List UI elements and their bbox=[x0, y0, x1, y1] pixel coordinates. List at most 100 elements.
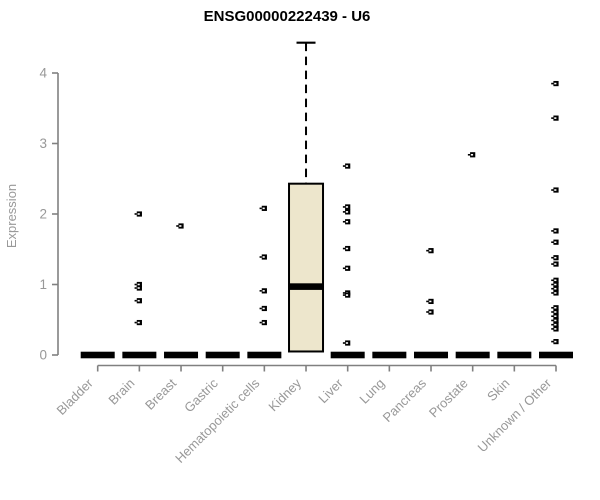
outlier-point-slit bbox=[554, 230, 557, 232]
outlier-point-nub bbox=[342, 267, 346, 270]
collapsed-box bbox=[372, 351, 407, 359]
outlier-point-nub bbox=[551, 340, 554, 343]
outlier-point-slit bbox=[137, 287, 140, 289]
y-tick-label: 2 bbox=[39, 207, 47, 222]
outlier-point-nub bbox=[551, 256, 554, 259]
outlier-point-nub bbox=[134, 299, 137, 302]
collapsed-box bbox=[330, 351, 365, 359]
outlier-point-nub bbox=[551, 82, 554, 85]
outlier-point-nub bbox=[551, 311, 554, 313]
outlier-point-slit bbox=[554, 117, 557, 119]
outlier-point-nub bbox=[551, 328, 554, 330]
outlier-point-slit bbox=[262, 307, 265, 310]
outlier-point-slit bbox=[554, 283, 557, 286]
outlier-point-slit bbox=[554, 306, 557, 309]
y-tick-label: 0 bbox=[39, 348, 47, 363]
outlier-point-slit bbox=[429, 311, 432, 313]
outlier-point-slit bbox=[554, 241, 557, 243]
outlier-point-nub bbox=[259, 207, 262, 210]
outlier-point-slit bbox=[345, 220, 349, 223]
outlier-point-nub bbox=[467, 153, 471, 156]
outlier-point-nub bbox=[426, 249, 429, 252]
chart-title: ENSG00000222439 - U6 bbox=[203, 8, 371, 25]
outlier-point-nub bbox=[551, 189, 554, 191]
collapsed-box bbox=[247, 351, 282, 359]
outlier-point-slit bbox=[345, 247, 349, 250]
outlier-point-nub bbox=[551, 319, 554, 322]
x-tick-label: Liver bbox=[315, 375, 346, 406]
outlier-point-slit bbox=[345, 206, 349, 208]
y-tick-label: 3 bbox=[39, 136, 47, 151]
x-tick-label: Bladder bbox=[54, 375, 97, 418]
outlier-point-nub bbox=[259, 256, 262, 258]
x-tick-label: Breast bbox=[142, 375, 179, 412]
outlier-point-slit bbox=[554, 323, 557, 326]
outlier-point-nub bbox=[342, 220, 346, 223]
x-tick-label: Unknown / Other bbox=[475, 375, 555, 455]
x-tick-label: Lung bbox=[356, 376, 387, 407]
outlier-point-nub bbox=[551, 263, 554, 265]
x-tick-label: Pancreas bbox=[380, 375, 430, 425]
outlier-point-slit bbox=[137, 213, 140, 215]
outlier-point-slit bbox=[429, 300, 432, 303]
outlier-point-slit bbox=[262, 321, 265, 324]
y-tick-label: 1 bbox=[39, 277, 47, 292]
x-tick-label: Gastric bbox=[181, 375, 221, 415]
outlier-point-slit bbox=[137, 283, 140, 286]
outlier-point-slit bbox=[554, 256, 557, 259]
outlier-point-slit bbox=[554, 279, 557, 282]
outlier-point-nub bbox=[551, 117, 554, 119]
outlier-point-nub bbox=[551, 279, 554, 282]
outlier-point-nub bbox=[551, 283, 554, 286]
outlier-point-nub bbox=[551, 230, 554, 232]
outlier-point-slit bbox=[554, 340, 557, 343]
outlier-point-slit bbox=[554, 287, 557, 290]
outlier-point-slit bbox=[262, 207, 265, 210]
y-tick-label: 4 bbox=[39, 66, 47, 81]
outlier-point-nub bbox=[134, 213, 137, 215]
outlier-point-nub bbox=[551, 292, 554, 294]
outlier-point-nub bbox=[551, 287, 554, 290]
outlier-point-nub bbox=[134, 321, 137, 324]
x-tick-label: Brain bbox=[105, 376, 137, 408]
outlier-point-slit bbox=[554, 82, 557, 85]
outlier-point-nub bbox=[176, 225, 179, 227]
outlier-point-nub bbox=[259, 290, 262, 292]
outlier-point-nub bbox=[426, 300, 429, 303]
box-iqr bbox=[288, 182, 325, 353]
outlier-point-nub bbox=[342, 294, 346, 296]
collapsed-box bbox=[122, 351, 157, 359]
outlier-point-nub bbox=[259, 321, 262, 324]
outlier-point-nub bbox=[342, 206, 346, 208]
outlier-point-slit bbox=[179, 225, 182, 227]
outlier-point-slit bbox=[345, 165, 349, 167]
outlier-point-slit bbox=[137, 321, 140, 324]
outlier-point-slit bbox=[345, 342, 349, 344]
box-median bbox=[289, 283, 324, 290]
outlier-point-nub bbox=[342, 342, 346, 344]
outlier-point-nub bbox=[551, 306, 554, 309]
outlier-point-nub bbox=[551, 323, 554, 326]
outlier-point-nub bbox=[342, 292, 346, 294]
outlier-point-nub bbox=[342, 211, 346, 213]
outlier-point-slit bbox=[429, 249, 432, 252]
outlier-point-slit bbox=[554, 292, 557, 294]
outlier-point-nub bbox=[551, 315, 554, 318]
collapsed-box bbox=[539, 351, 574, 359]
collapsed-box bbox=[164, 351, 199, 359]
collapsed-box bbox=[414, 351, 449, 359]
outlier-point-nub bbox=[259, 307, 262, 310]
collapsed-box bbox=[80, 351, 115, 359]
outlier-point-nub bbox=[551, 241, 554, 243]
outlier-point-slit bbox=[262, 256, 265, 258]
outlier-point-slit bbox=[470, 153, 474, 156]
outlier-point-slit bbox=[554, 315, 557, 318]
outlier-point-nub bbox=[134, 287, 137, 289]
outlier-point-slit bbox=[554, 189, 557, 191]
outlier-point-slit bbox=[554, 319, 557, 322]
outlier-point-slit bbox=[554, 328, 557, 330]
x-tick-label: Kidney bbox=[265, 375, 304, 414]
outlier-point-nub bbox=[426, 311, 429, 313]
